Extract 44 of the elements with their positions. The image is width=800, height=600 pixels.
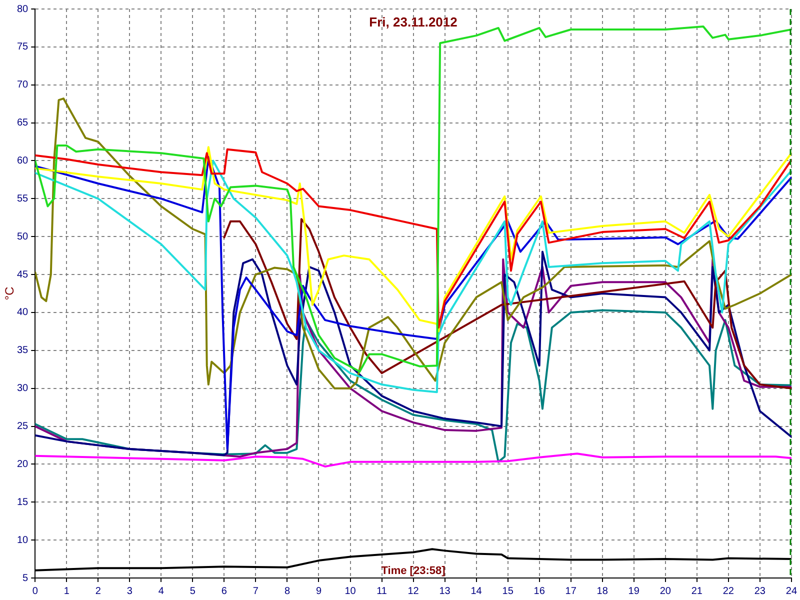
y-tick-label: 70	[17, 80, 29, 91]
y-tick-label: 40	[17, 307, 29, 318]
x-tick-label: 7	[252, 586, 259, 597]
x-tick-label: 8	[284, 586, 290, 597]
x-tick-label: 14	[470, 586, 482, 597]
x-tick-label: 15	[502, 586, 514, 597]
x-tick-label: 23	[754, 586, 766, 597]
x-tick-label: 13	[439, 586, 451, 597]
x-tick-label: 12	[408, 586, 420, 597]
x-tick-label: 19	[628, 586, 640, 597]
x-tick-label: 4	[158, 586, 164, 597]
x-tick-label: 10	[344, 586, 356, 597]
x-tick-label: 20	[660, 586, 672, 597]
x-tick-label: 9	[316, 586, 322, 597]
x-tick-label: 18	[596, 586, 608, 597]
x-tick-label: 5	[190, 586, 196, 597]
text: Fri, 23.11.2012	[369, 14, 458, 30]
y-tick-label: 60	[17, 155, 29, 166]
y-tick-label: 15	[17, 496, 29, 508]
y-tick-label: 25	[17, 421, 29, 432]
y-tick-label: 30	[17, 383, 29, 394]
y-tick-label: 75	[17, 42, 29, 53]
y-tick-label: 45	[17, 269, 29, 280]
x-tick-label: 0	[32, 586, 38, 597]
x-tick-label: 2	[95, 586, 102, 597]
x-tick-label: 17	[565, 586, 577, 597]
y-tick-label: 20	[17, 458, 29, 470]
x-tick-label: 1	[64, 586, 70, 597]
x-tick-label: 6	[221, 586, 228, 597]
y-tick-label: 80	[17, 4, 29, 15]
y-tick-label: 5	[22, 572, 29, 584]
x-axis-title: Time [23:58]	[381, 565, 446, 578]
x-tick-label: 11	[376, 586, 388, 597]
x-tick-label: 3	[126, 586, 133, 597]
y-tick-label: 50	[17, 231, 29, 242]
x-tick-label: 21	[691, 586, 703, 597]
y-tick-label: 10	[17, 534, 29, 546]
x-tick-label: 16	[534, 586, 546, 597]
y-axis-title: °C	[2, 286, 16, 300]
y-tick-label: 35	[17, 345, 29, 356]
x-tick-label: 22	[722, 586, 734, 597]
y-tick-label: 65	[17, 118, 29, 129]
y-tick-label: 55	[17, 193, 29, 204]
x-tick-label: 24	[786, 586, 798, 597]
